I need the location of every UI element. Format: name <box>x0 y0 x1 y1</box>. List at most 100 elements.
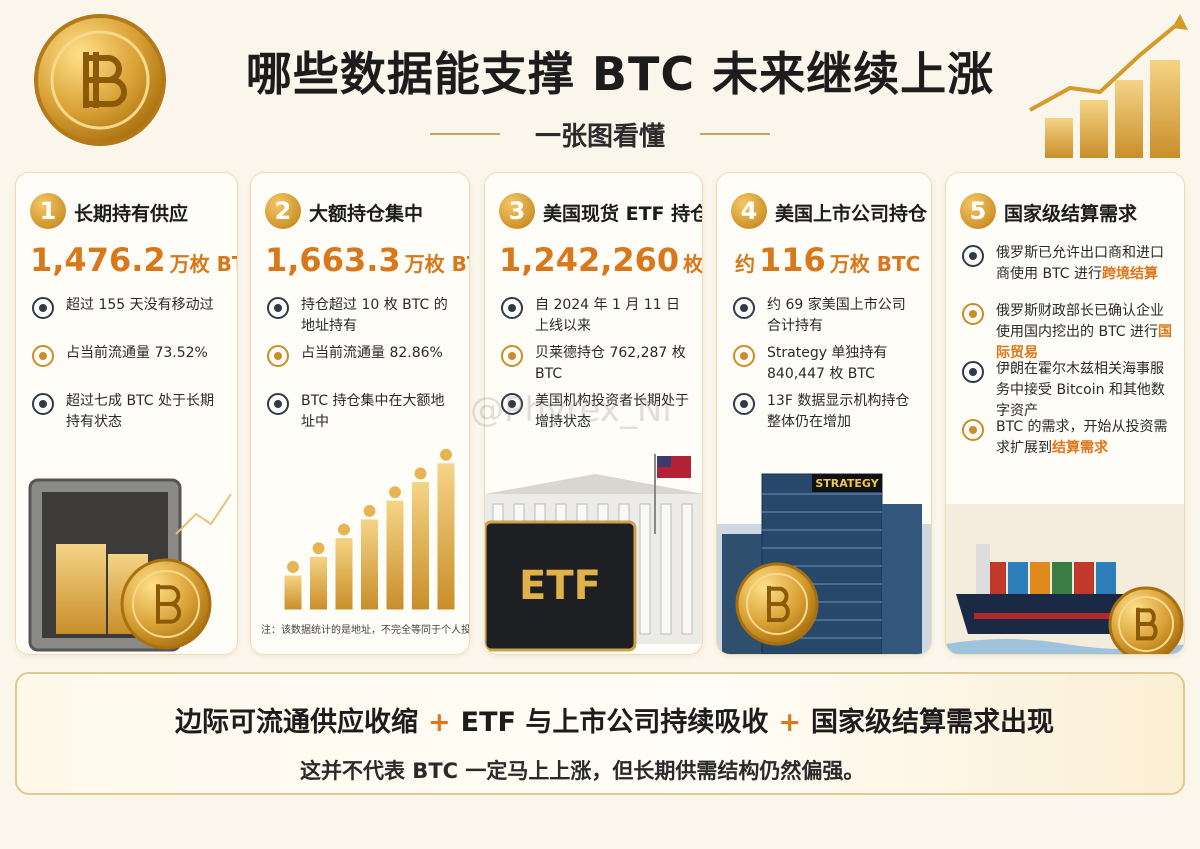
decoration <box>437 463 455 610</box>
decoration <box>1030 562 1050 594</box>
card: 2 大额持仓集中 1,663.3万枚 BTC 持仓超过 10 枚 BTC 的地址持有占… <box>250 172 470 655</box>
decoration <box>962 245 984 267</box>
footnote: 注：该数据统计的是地址，不完全等同于个人投资者 <box>261 625 470 636</box>
bullet: 占当前流通量 82.86% <box>265 343 457 367</box>
bullet: BTC 持仓集中在大额地址中 <box>265 391 457 433</box>
decoration <box>1052 562 1072 594</box>
card-number: 5 <box>960 193 996 229</box>
stat: 1,663.3万枚 BTC <box>265 241 469 279</box>
bullet-text: BTC 持仓集中在大额地址中 <box>301 393 445 430</box>
summary-part: 边际可流通供应收缩 <box>175 707 418 738</box>
decoration <box>639 503 651 635</box>
decoration <box>39 352 47 360</box>
card-number: 1 <box>30 193 66 229</box>
decoration <box>267 297 289 319</box>
bullet-text: 持仓超过 10 枚 BTC 的地址持有 <box>301 297 448 334</box>
decoration <box>1150 60 1180 158</box>
bullet-text: 俄罗斯财政部长已确认企业使用国内挖出的 BTC 进行国际贸易 <box>996 301 1172 364</box>
decoration <box>32 297 54 319</box>
decoration <box>976 544 990 594</box>
image-label: STRATEGY <box>815 477 879 490</box>
bullet-text: 美国机构投资者长期处于增持状态 <box>535 391 690 433</box>
bullet: 贝莱德持仓 762,287 枚 BTC <box>499 343 690 385</box>
decoration <box>338 523 350 536</box>
bullet-text: 俄罗斯财政部长已确认企业使用国内挖出的 BTC 进行 <box>996 303 1164 340</box>
bullet: 超过七成 BTC 处于长期持有状态 <box>30 391 225 433</box>
decoration <box>485 520 637 652</box>
bullet-text: 占当前流通量 82.86% <box>301 343 457 364</box>
decoration <box>962 303 984 325</box>
illustration: STRATEGY <box>717 473 931 654</box>
decoration <box>274 304 282 312</box>
highlight: 结算需求 <box>1052 440 1108 456</box>
bullet-text: BTC 的需求，开始从投资需求扩展到结算需求 <box>996 417 1172 459</box>
illustration <box>284 448 455 610</box>
stat-unit: 万枚 BTC <box>829 252 921 276</box>
decoration <box>312 542 325 555</box>
decoration <box>132 570 200 638</box>
decoration <box>733 393 755 415</box>
decoration <box>962 361 984 383</box>
decoration <box>412 482 429 610</box>
plus-sign: + <box>428 707 451 738</box>
stat-value: 116 <box>759 241 826 279</box>
decoration <box>335 538 353 610</box>
highlight: 跨境结算 <box>1102 266 1159 282</box>
decoration <box>1096 562 1116 594</box>
decoration <box>501 297 523 319</box>
card-title: 大额持仓集中 <box>309 203 424 225</box>
decoration <box>414 467 427 480</box>
bullet-text: 自 2024 年 1 月 11 日上线以来 <box>535 295 690 337</box>
bullet: 持仓超过 10 枚 BTC 的地址持有 <box>265 295 457 337</box>
decoration <box>56 544 106 634</box>
decoration <box>508 304 516 312</box>
decoration <box>1118 596 1174 652</box>
plus-sign: + <box>778 707 801 738</box>
decoration <box>284 575 302 610</box>
decoration <box>386 500 404 610</box>
decoration <box>1045 118 1073 158</box>
watermark: @Phyrex_Ni <box>470 390 672 430</box>
bullet-text: 超过 155 天没有移动过 <box>66 297 214 313</box>
bullet-text: 自 2024 年 1 月 11 日上线以来 <box>535 297 681 334</box>
stat: 1,476.2万枚 BTC <box>30 241 237 279</box>
decoration <box>267 345 289 367</box>
stat-value: 1,476.2 <box>30 241 166 279</box>
summary-headline: 边际可流通供应收缩 + ETF 与上市公司持续吸收 + 国家级结算需求出现 <box>175 700 1054 739</box>
bullet-text: Strategy 单独持有 840,447 枚 BTC <box>767 343 919 385</box>
decoration <box>39 304 47 312</box>
decoration <box>156 584 182 624</box>
summary-note: 这并不代表 BTC 一定马上上涨，但长期供需结构仍然偏强。 <box>300 759 865 783</box>
decoration <box>389 486 401 499</box>
decoration <box>882 504 922 654</box>
card-number: 4 <box>731 193 767 229</box>
decoration <box>969 252 977 260</box>
card-title: 国家级结算需求 <box>1004 203 1138 225</box>
card-number: 3 <box>499 193 535 229</box>
bullet: 美国机构投资者长期处于增持状态 <box>499 391 690 433</box>
bullet-text: 占当前流通量 73.52% <box>66 345 208 361</box>
bullet-text: 持仓超过 10 枚 BTC 的地址持有 <box>301 295 457 337</box>
bullet-text: BTC 的需求，开始从投资需求扩展到 <box>996 419 1168 456</box>
decoration <box>1172 14 1188 30</box>
decoration <box>1074 562 1094 594</box>
bullet: 约 69 家美国上市公司合计持有 <box>731 295 919 337</box>
bullet-text: Strategy 单独持有 840,447 枚 BTC <box>767 345 888 382</box>
illustration <box>946 504 1184 654</box>
bullet: 13F 数据显示机构持仓整体仍在增加 <box>731 391 919 433</box>
illustration: ETF <box>485 454 702 652</box>
bullet-text: 超过 155 天没有移动过 <box>66 295 225 316</box>
bullet-text: 俄罗斯已允许出口商和进口商使用 BTC 进行跨境结算 <box>996 243 1172 285</box>
decoration <box>440 448 452 461</box>
highlight: 国际贸易 <box>996 324 1173 361</box>
growth-bars <box>1029 14 1188 158</box>
bullet-text: 占当前流通量 82.86% <box>301 345 443 361</box>
card-title: 美国上市公司持仓 <box>775 203 928 225</box>
decoration <box>310 556 327 610</box>
title: 哪些数据能支撑 BTC 未来继续上涨 <box>245 47 995 101</box>
stat-value: 1,663.3 <box>265 241 401 279</box>
bullet-text: 约 69 家美国上市公司合计持有 <box>767 297 906 334</box>
bullet-text: 伊朗在霍尔木兹相关海事服务中接受 Bitcoin 和其他数字资产 <box>996 359 1172 422</box>
